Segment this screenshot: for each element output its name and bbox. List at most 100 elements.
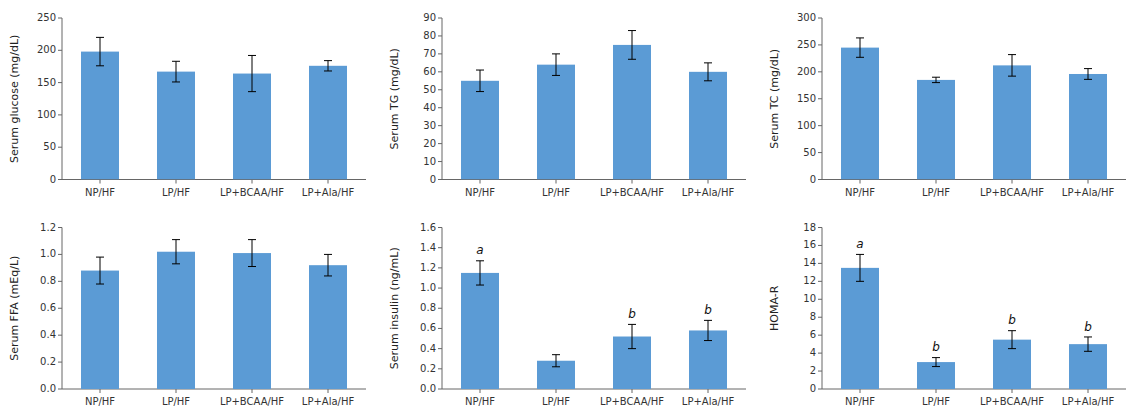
y-tick-label: 150 — [37, 77, 56, 88]
y-tick-label: 8 — [810, 311, 816, 322]
x-tick — [936, 389, 937, 393]
x-tick — [708, 180, 709, 184]
x-tick — [480, 389, 481, 393]
annotation: b — [704, 303, 712, 317]
x-tick-label: NP/HF — [85, 187, 115, 198]
error-bar — [856, 254, 864, 281]
y-tick — [438, 71, 442, 72]
error-bar — [1008, 55, 1016, 77]
x-tick — [708, 389, 709, 393]
y-tick-label: 0.8 — [40, 275, 56, 286]
error-bar — [704, 63, 712, 81]
y-tick — [438, 328, 442, 329]
y-tick-label: 12 — [803, 275, 816, 286]
y-axis: 0.00.20.40.60.81.01.2 — [40, 222, 62, 395]
x-tick-label: NP/HF — [85, 396, 115, 407]
x-tick — [556, 389, 557, 393]
y-tick — [58, 227, 62, 228]
x-tick — [328, 389, 329, 393]
page: {"chart_data": [ {"type": "bar", "ylabel… — [0, 0, 1140, 419]
y-tick — [818, 44, 822, 45]
bar — [917, 80, 955, 180]
y-tick-label: 0.6 — [420, 322, 436, 333]
y-tick-label: 14 — [803, 257, 816, 268]
y-tick-label: 200 — [797, 66, 816, 77]
y-tick-label: 1.0 — [40, 248, 56, 259]
y-tick-label: 1.2 — [420, 262, 436, 273]
bar — [1069, 74, 1107, 180]
y-tick-label: 1.4 — [420, 242, 436, 253]
bar — [841, 48, 879, 180]
y-axis: 0.00.20.40.60.81.01.21.41.6 — [420, 222, 442, 395]
annotation: b — [628, 307, 636, 321]
y-tick — [438, 308, 442, 309]
panel: 0.00.20.40.60.81.01.2Serum FFA (mEq/L)NP… — [8, 222, 366, 408]
y-tick — [818, 98, 822, 99]
error-bar — [552, 355, 560, 367]
y-tick — [438, 89, 442, 90]
y-tick-label: 1.0 — [420, 282, 436, 293]
x-tick — [860, 389, 861, 393]
x-tick — [480, 180, 481, 184]
annotation: b — [1084, 320, 1092, 334]
y-tick-label: 100 — [37, 109, 56, 120]
x-tick-label: LP/HF — [542, 396, 570, 407]
x-tick — [556, 180, 557, 184]
x-tick-label: LP/HF — [922, 396, 950, 407]
y-tick — [818, 227, 822, 228]
y-axis-line — [442, 228, 443, 390]
y-tick-label: 18 — [803, 222, 816, 233]
error-bar — [96, 257, 104, 284]
y-tick — [58, 254, 62, 255]
y-tick-label: 60 — [423, 66, 436, 77]
y-tick — [438, 267, 442, 268]
x-tick — [100, 180, 101, 184]
bar — [461, 81, 499, 180]
y-tick-label: 250 — [797, 39, 816, 50]
x-tick-label: LP+Ala/HF — [682, 187, 735, 198]
y-tick — [438, 368, 442, 369]
x-tick — [176, 180, 177, 184]
y-tick — [818, 125, 822, 126]
y-tick — [58, 114, 62, 115]
y-tick — [818, 335, 822, 336]
bar — [157, 252, 195, 389]
y-tick — [818, 18, 822, 19]
y-tick-label: 70 — [423, 48, 436, 59]
y-tick — [438, 179, 442, 180]
error-bar — [1084, 69, 1092, 80]
x-tick-label: LP/HF — [542, 187, 570, 198]
y-tick-label: 16 — [803, 239, 816, 250]
error-bar — [932, 358, 940, 367]
error-bar — [248, 240, 256, 267]
marks — [461, 261, 727, 389]
y-tick-label: 1.2 — [40, 222, 56, 233]
x-tick-label: LP+BCAA/HF — [220, 187, 284, 198]
y-tick-label: 90 — [423, 12, 436, 23]
y-axis-line — [822, 228, 823, 390]
x-tick — [1088, 389, 1089, 393]
y-tick — [818, 179, 822, 180]
error-bar — [1084, 337, 1092, 351]
annotation: b — [932, 340, 940, 354]
y-tick-label: 1.6 — [420, 222, 436, 233]
x-tick-label: LP+Ala/HF — [682, 396, 735, 407]
y-tick-label: 0.4 — [40, 329, 56, 340]
error-bar — [324, 254, 332, 276]
panel: 0.00.20.40.60.81.01.21.41.6Serum insulin… — [388, 222, 746, 408]
error-bar — [476, 261, 484, 285]
bar — [309, 66, 347, 180]
marks — [81, 240, 347, 389]
bar — [613, 45, 651, 180]
y-tick — [818, 71, 822, 72]
y-tick-label: 0 — [810, 383, 816, 394]
x-tick — [1012, 389, 1013, 393]
y-tick-label: 4 — [810, 347, 816, 358]
y-axis-label: Serum glucose (mg/dL) — [8, 35, 21, 163]
y-tick-label: 20 — [423, 138, 436, 149]
y-tick-label: 0 — [430, 174, 436, 185]
x-tick-label: LP/HF — [162, 187, 190, 198]
error-bar — [932, 77, 940, 82]
y-tick — [818, 299, 822, 300]
x-tick — [100, 389, 101, 393]
